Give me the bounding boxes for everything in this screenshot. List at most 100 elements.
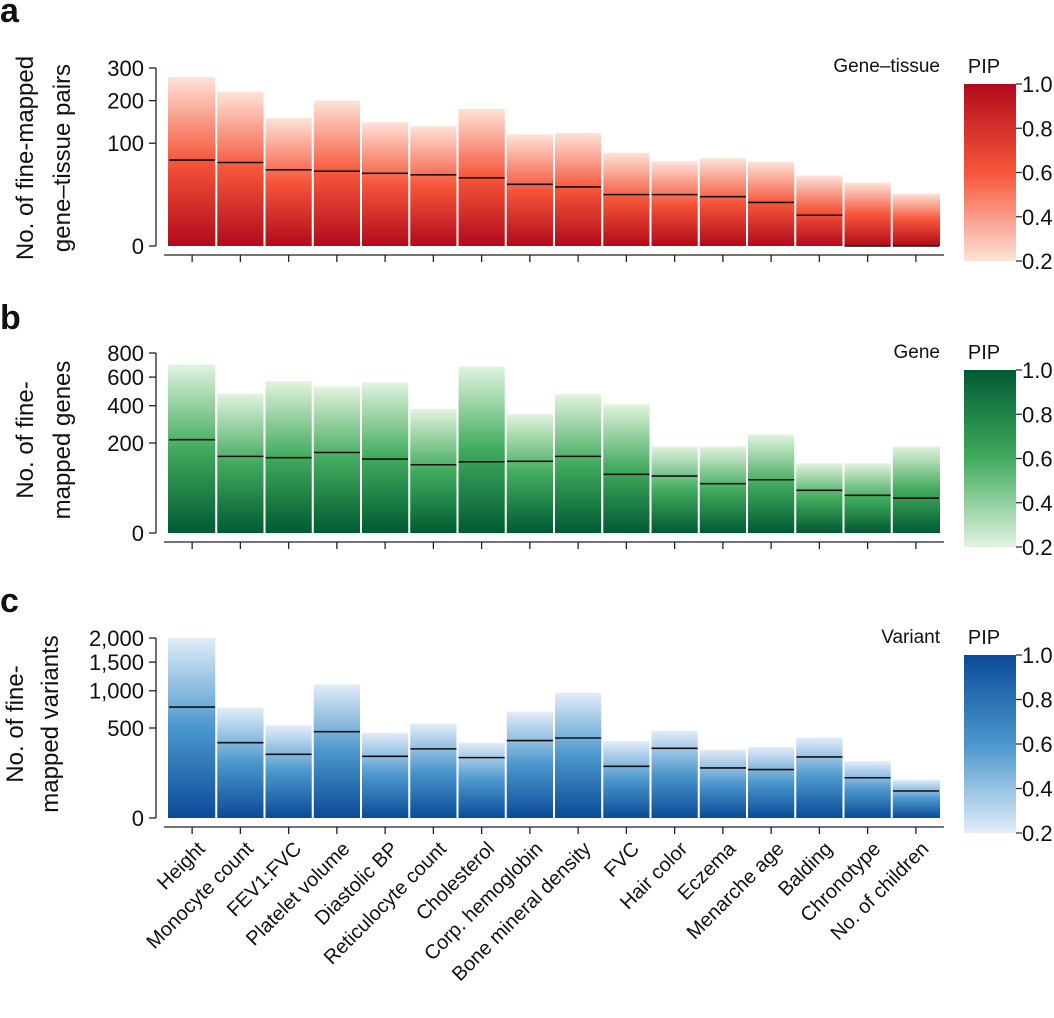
- y-axis-label-line: No. of fine-: [2, 665, 29, 782]
- colorbar: PIP 1.0 0.8 0.6 0.4 0.2: [964, 56, 1053, 274]
- bar-bone-mineral-density: [554, 132, 603, 246]
- bar-no-of-children: [891, 193, 940, 246]
- colorbar-fill: [964, 370, 1016, 547]
- y-tick-label: 500: [107, 716, 144, 741]
- bar-corp-hemoglobin: [505, 413, 554, 533]
- bar-no-of-children: [891, 779, 940, 818]
- bar-menarche-age: [747, 161, 796, 246]
- y-tick-label: 1,000: [89, 679, 144, 704]
- panel-letter: b: [0, 299, 21, 337]
- y-axis-label: No. of fine-mapped genes: [12, 361, 76, 520]
- colorbar-tick-label: 1.0: [1022, 358, 1053, 383]
- y-tick-label: 400: [107, 394, 144, 419]
- bar-bone-mineral-density: [554, 394, 603, 533]
- y-tick-label: 600: [107, 365, 144, 390]
- bar-corp-hemoglobin: [505, 711, 554, 818]
- bar-hair-color: [650, 161, 699, 246]
- bar-fev1-fvc: [264, 118, 313, 246]
- bar-reticulocyte-count: [409, 408, 458, 533]
- panel-letter: a: [0, 0, 20, 30]
- bar-chronotype: [843, 182, 892, 246]
- colorbar-tick-label: 1.0: [1022, 643, 1053, 668]
- panel-a: a No. of fine-mapped gene–tissue pairs 0 100…: [0, 0, 1053, 274]
- panel-corner-label: Variant: [881, 627, 941, 648]
- y-axis-label-line: No. of fine-mapped: [12, 56, 39, 260]
- colorbar-fill: [964, 84, 1016, 261]
- colorbar-title: PIP: [968, 627, 1000, 649]
- bar-fvc: [602, 152, 651, 246]
- bar-reticulocyte-count: [409, 723, 458, 818]
- colorbar-tick-label: 0.4: [1022, 491, 1053, 516]
- bar-monocyte-count: [216, 393, 265, 533]
- y-tick-label: 800: [107, 341, 144, 366]
- y-tick-label: 200: [107, 89, 144, 114]
- y-tick-label: 0: [132, 806, 144, 831]
- colorbar-title: PIP: [968, 342, 1000, 364]
- bar-chronotype: [843, 463, 892, 533]
- x-tick-label: FVC: [600, 838, 644, 882]
- y-tick-label: 2,000: [89, 626, 144, 651]
- bar-diastolic-bp: [361, 122, 410, 246]
- bar-platelet-volume: [312, 100, 361, 246]
- bar-no-of-children: [891, 446, 940, 533]
- bar-platelet-volume: [312, 386, 361, 533]
- colorbar-title: PIP: [968, 56, 1000, 78]
- y-axis-label-line: mapped variants: [37, 635, 64, 812]
- colorbar-tick-label: 0.8: [1022, 402, 1053, 427]
- bar-balding: [795, 737, 844, 818]
- bar-height: [168, 638, 217, 818]
- bar-fvc: [602, 404, 651, 533]
- panel-corner-label: Gene–tissue: [833, 56, 940, 77]
- y-tick-label: 0: [132, 521, 144, 546]
- bar-chronotype: [843, 761, 892, 818]
- colorbar-tick-label: 0.8: [1022, 116, 1053, 141]
- colorbar: PIP 1.0 0.8 0.6 0.4 0.2: [964, 342, 1053, 560]
- y-tick-label: 200: [107, 431, 144, 456]
- panel-letter: c: [0, 582, 19, 620]
- bar-balding: [795, 463, 844, 533]
- y-tick-label: 1,500: [89, 650, 144, 675]
- bar-eczema: [698, 158, 747, 246]
- colorbar-tick-label: 0.2: [1022, 821, 1053, 846]
- colorbar-tick-label: 0.2: [1022, 535, 1053, 560]
- colorbar-tick-label: 0.4: [1022, 777, 1053, 802]
- panel-corner-label: Gene: [894, 342, 940, 363]
- bar-bone-mineral-density: [554, 692, 603, 818]
- bar-eczema: [698, 446, 747, 533]
- panel-c: c No. of fine-mapped variants 0 500 1,000 1,5…: [0, 582, 1053, 846]
- colorbar-tick-label: 0.6: [1022, 732, 1053, 757]
- bar-menarche-age: [747, 747, 796, 818]
- colorbar-tick-label: 0.2: [1022, 249, 1053, 274]
- bar-monocyte-count: [216, 91, 265, 247]
- y-tick-label: 300: [107, 56, 144, 81]
- bar-fev1-fvc: [264, 725, 313, 818]
- colorbar: PIP 1.0 0.8 0.6 0.4 0.2: [964, 627, 1053, 846]
- colorbar-fill: [964, 655, 1016, 833]
- bar-fvc: [602, 741, 651, 818]
- bar-balding: [795, 175, 844, 246]
- colorbar-tick-label: 0.4: [1022, 205, 1053, 230]
- colorbar-tick-label: 0.6: [1022, 161, 1053, 186]
- y-axis-label-line: No. of fine-: [12, 381, 39, 498]
- bar-platelet-volume: [312, 684, 361, 818]
- bar-diastolic-bp: [361, 382, 410, 533]
- bar-diastolic-bp: [361, 732, 410, 818]
- bar-corp-hemoglobin: [505, 134, 554, 246]
- y-tick-label: 0: [132, 234, 144, 259]
- colorbar-tick-label: 1.0: [1022, 72, 1053, 97]
- bar-cholesterol: [457, 742, 506, 818]
- colorbar-tick-label: 0.6: [1022, 447, 1053, 472]
- bar-monocyte-count: [216, 707, 265, 818]
- bar-hair-color: [650, 446, 699, 533]
- y-axis-label-line: gene–tissue pairs: [49, 64, 76, 252]
- y-axis-label-line: mapped genes: [49, 361, 76, 520]
- bar-height: [168, 364, 217, 533]
- y-tick-label: 100: [107, 131, 144, 156]
- bar-height: [168, 77, 217, 247]
- colorbar-tick-label: 0.8: [1022, 688, 1053, 713]
- bar-cholesterol: [457, 366, 506, 533]
- y-axis-label: No. of fine-mapped gene–tissue pairs: [12, 56, 76, 260]
